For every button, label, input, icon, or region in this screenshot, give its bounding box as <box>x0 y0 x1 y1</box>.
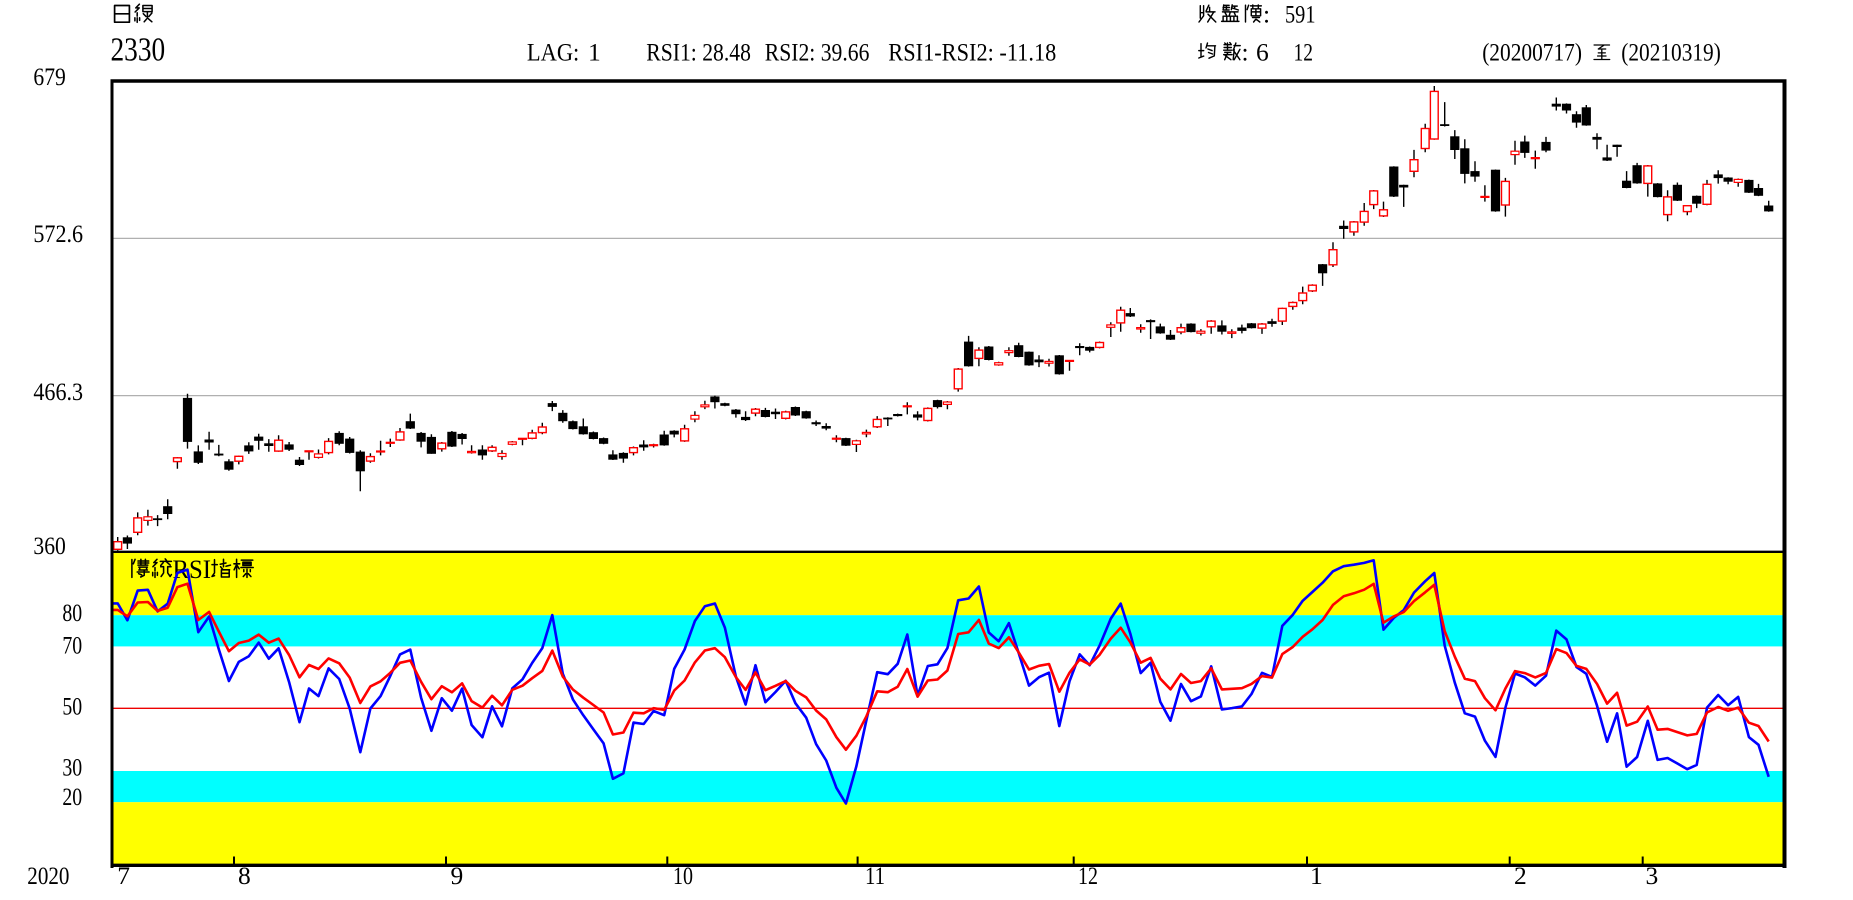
svg-text:591: 591 <box>1285 0 1316 28</box>
svg-text:8: 8 <box>238 861 251 890</box>
svg-text:7: 7 <box>117 861 130 890</box>
svg-text:466.3: 466.3 <box>33 377 83 406</box>
svg-text:(20210319): (20210319) <box>1621 38 1721 67</box>
svg-text:6: 6 <box>1256 38 1269 67</box>
svg-text:9: 9 <box>451 861 464 890</box>
svg-text:12: 12 <box>1078 861 1098 890</box>
svg-text:50: 50 <box>62 692 82 721</box>
svg-text:LAG:: LAG: <box>527 38 579 67</box>
svg-text:360: 360 <box>33 531 65 560</box>
svg-text:10: 10 <box>673 861 693 890</box>
svg-text:2020: 2020 <box>27 861 69 890</box>
svg-text:12: 12 <box>1294 38 1314 67</box>
svg-text:679: 679 <box>33 62 65 91</box>
svg-text:572.6: 572.6 <box>33 219 83 248</box>
svg-text::: : <box>1263 0 1270 28</box>
svg-text:11: 11 <box>865 861 885 890</box>
svg-text:2330: 2330 <box>111 32 166 69</box>
svg-text:1: 1 <box>1310 861 1323 890</box>
svg-text::: : <box>1242 38 1249 67</box>
svg-text:RSI1-RSI2: -11.18: RSI1-RSI2: -11.18 <box>888 38 1056 67</box>
svg-text:30: 30 <box>62 753 82 782</box>
svg-text:(20200717): (20200717) <box>1482 38 1582 67</box>
svg-text:RSI: RSI <box>173 555 212 584</box>
svg-text:RSI2: 39.66: RSI2: 39.66 <box>765 38 870 67</box>
svg-text:3: 3 <box>1646 861 1659 890</box>
svg-text:20: 20 <box>62 782 82 811</box>
svg-text:RSI1: 28.48: RSI1: 28.48 <box>646 38 751 67</box>
svg-text:70: 70 <box>62 631 82 660</box>
svg-text:80: 80 <box>62 598 82 627</box>
svg-text:1: 1 <box>588 38 601 67</box>
svg-text:2: 2 <box>1514 861 1527 890</box>
